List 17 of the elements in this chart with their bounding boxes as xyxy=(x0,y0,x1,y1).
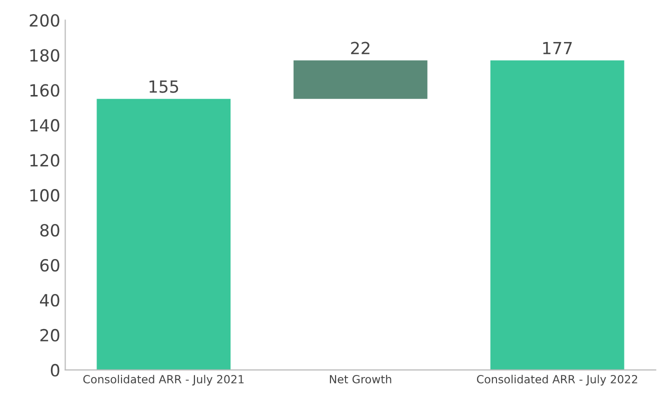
x-tick-label: Consolidated ARR - July 2021 xyxy=(83,374,244,386)
data-label: 22 xyxy=(351,42,370,54)
y-tick-label: 140 xyxy=(30,119,60,132)
data-label: 155 xyxy=(150,80,178,93)
x-tick-label: Net Growth xyxy=(330,374,392,384)
y-tick-label: 160 xyxy=(30,84,60,97)
y-tick-label: 20 xyxy=(40,328,60,342)
y-tick-label: 40 xyxy=(40,294,60,307)
y-tick-label: 100 xyxy=(30,189,60,202)
y-tick-label: 0 xyxy=(50,364,60,377)
y-tick-label: 120 xyxy=(30,154,60,167)
y-tick-label: 80 xyxy=(40,224,60,237)
y-tick-label: 180 xyxy=(30,49,60,62)
y-tick-label: 200 xyxy=(30,14,60,27)
x-tick-label: Consolidated ARR - July 2022 xyxy=(476,374,638,386)
y-tick-label: 60 xyxy=(40,258,60,272)
data-label: 177 xyxy=(543,42,572,54)
